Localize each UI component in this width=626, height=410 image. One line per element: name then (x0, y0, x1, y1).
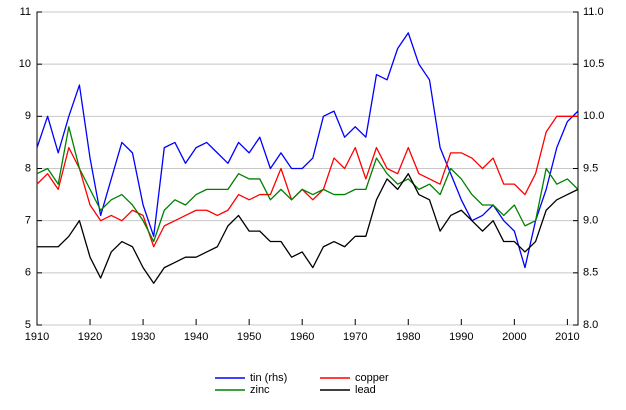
x-tick-label: 1940 (184, 331, 208, 343)
y2-tick-label: 11.0 (583, 6, 604, 18)
series-line (36, 32, 579, 269)
x-tick-label: 1970 (343, 331, 367, 343)
y-tick-label: 9 (25, 110, 31, 122)
y2-tick-label: 9.0 (583, 215, 598, 227)
x-tick-label: 2010 (555, 331, 579, 343)
x-tick-label: 1980 (396, 331, 420, 343)
y-tick-label: 8 (25, 162, 31, 174)
legend-label: tin (rhs) (250, 372, 287, 384)
y-tick-label: 6 (25, 267, 31, 279)
y-tick-label: 11 (20, 6, 31, 18)
x-tick-label: 1930 (131, 331, 155, 343)
x-tick-label: 1950 (237, 331, 261, 343)
legend-label: zinc (250, 384, 270, 396)
y-tick-label: 7 (25, 215, 31, 227)
x-tick-label: 1960 (290, 331, 314, 343)
series-line (36, 115, 578, 248)
y2-tick-label: 8.0 (583, 319, 598, 331)
x-tick-label: 2000 (502, 331, 526, 343)
x-tick-label: 1910 (25, 331, 49, 343)
x-tick-label: 1920 (78, 331, 102, 343)
legend-label: lead (355, 384, 376, 396)
y2-tick-label: 10.0 (583, 110, 604, 122)
y-tick-label: 5 (25, 319, 31, 331)
y2-tick-label: 9.5 (583, 162, 598, 174)
series-line (37, 173, 579, 284)
y-tick-label: 10 (19, 58, 31, 70)
legend-label: copper (355, 372, 389, 384)
y2-tick-label: 8.5 (583, 267, 598, 279)
y2-tick-label: 10.5 (583, 58, 604, 70)
series-line (36, 126, 579, 243)
x-tick-label: 1990 (449, 331, 473, 343)
